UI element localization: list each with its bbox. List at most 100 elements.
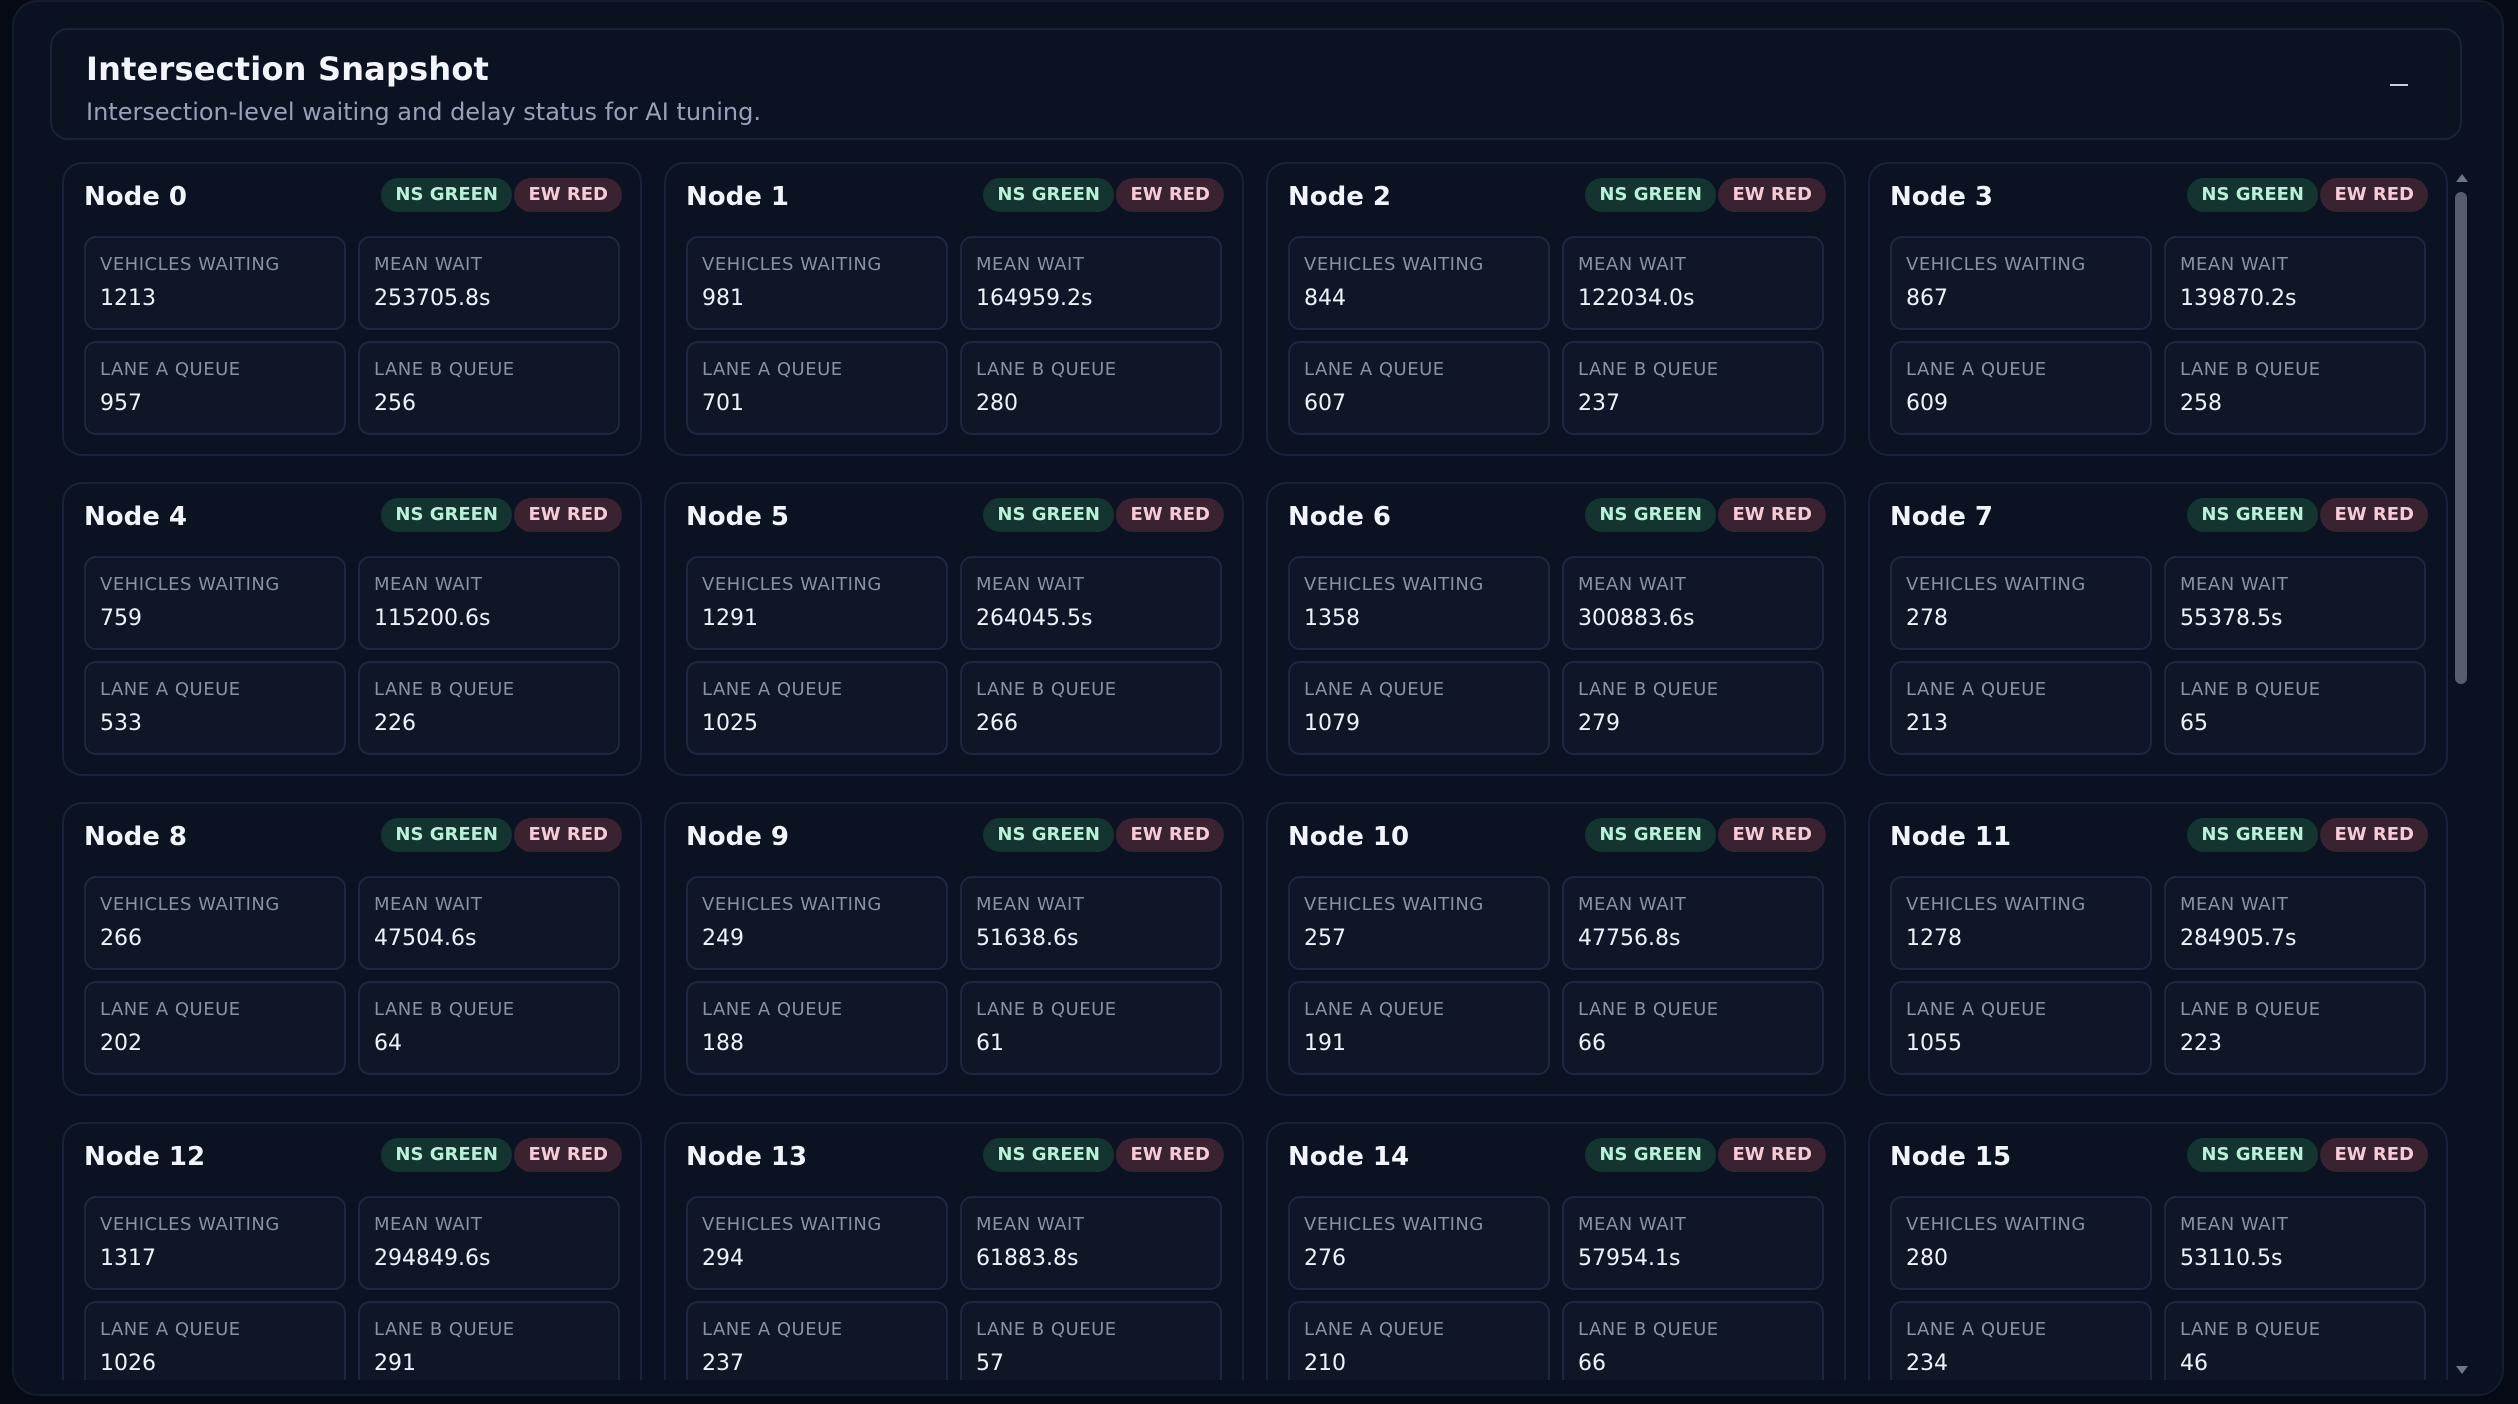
ns-status-badge: NS GREEN — [2187, 1138, 2318, 1172]
ns-status-badge: NS GREEN — [983, 178, 1114, 212]
node-title: Node 12 — [84, 1142, 206, 1172]
ew-status-badge: EW RED — [1718, 498, 1826, 532]
metric-label: VEHICLES WAITING — [1906, 894, 2086, 915]
metric-label: MEAN WAIT — [2180, 574, 2289, 595]
lane-a-queue-metric: LANE A QUEUE 1026 — [84, 1301, 346, 1380]
metric-value: 266 — [976, 711, 1018, 736]
collapse-button[interactable] — [2380, 64, 2420, 104]
vertical-scrollbar[interactable] — [2452, 170, 2472, 1378]
ns-status-badge: NS GREEN — [1585, 178, 1716, 212]
vehicles-waiting-metric: VEHICLES WAITING 294 — [686, 1196, 948, 1290]
scroll-thumb[interactable] — [2455, 192, 2467, 684]
node-title: Node 11 — [1890, 822, 2012, 852]
metric-value: 223 — [2180, 1031, 2222, 1056]
ew-status-badge: EW RED — [514, 178, 622, 212]
node-title: Node 0 — [84, 182, 188, 212]
metric-label: LANE A QUEUE — [1906, 1319, 2047, 1340]
metric-label: LANE A QUEUE — [702, 999, 843, 1020]
metric-value: 66 — [1578, 1031, 1606, 1056]
metric-label: LANE A QUEUE — [702, 1319, 843, 1340]
ew-status-badge: EW RED — [1718, 178, 1826, 212]
vehicles-waiting-metric: VEHICLES WAITING 759 — [84, 556, 346, 650]
mean-wait-metric: MEAN WAIT 284905.7s — [2164, 876, 2426, 970]
metric-value: 65 — [2180, 711, 2208, 736]
metric-value: 264045.5s — [976, 606, 1093, 631]
metric-label: LANE A QUEUE — [1304, 1319, 1445, 1340]
metric-label: MEAN WAIT — [2180, 1214, 2289, 1235]
scroll-up-arrow-icon[interactable] — [2456, 174, 2468, 182]
lane-a-queue-metric: LANE A QUEUE 234 — [1890, 1301, 2152, 1380]
scroll-down-arrow-icon[interactable] — [2456, 1366, 2468, 1374]
mean-wait-metric: MEAN WAIT 57954.1s — [1562, 1196, 1824, 1290]
metric-label: MEAN WAIT — [374, 254, 483, 275]
metric-label: LANE A QUEUE — [1906, 359, 2047, 380]
metric-label: VEHICLES WAITING — [1304, 254, 1484, 275]
ew-status-badge: EW RED — [2320, 818, 2428, 852]
metric-value: 701 — [702, 391, 744, 416]
metric-label: LANE B QUEUE — [1578, 679, 1719, 700]
metric-label: LANE A QUEUE — [702, 679, 843, 700]
mean-wait-metric: MEAN WAIT 53110.5s — [2164, 1196, 2426, 1290]
panel-title: Intersection Snapshot — [86, 50, 489, 88]
vehicles-waiting-metric: VEHICLES WAITING 1278 — [1890, 876, 2152, 970]
metric-label: LANE A QUEUE — [1304, 679, 1445, 700]
node-card: Node 14 NS GREEN EW RED VEHICLES WAITING 276… — [1266, 1122, 1846, 1380]
mean-wait-metric: MEAN WAIT 122034.0s — [1562, 236, 1824, 330]
metric-value: 279 — [1578, 711, 1620, 736]
ns-status-badge: NS GREEN — [1585, 498, 1716, 532]
metric-value: 759 — [100, 606, 142, 631]
metric-value: 61 — [976, 1031, 1004, 1056]
mean-wait-metric: MEAN WAIT 47504.6s — [358, 876, 620, 970]
mean-wait-metric: MEAN WAIT 47756.8s — [1562, 876, 1824, 970]
lane-b-queue-metric: LANE B QUEUE 66 — [1562, 1301, 1824, 1380]
metric-label: VEHICLES WAITING — [1304, 1214, 1484, 1235]
node-title: Node 6 — [1288, 502, 1392, 532]
metric-value: 249 — [702, 926, 744, 951]
metric-label: LANE B QUEUE — [976, 359, 1117, 380]
metric-label: LANE A QUEUE — [1304, 999, 1445, 1020]
metric-label: LANE B QUEUE — [2180, 1319, 2321, 1340]
vehicles-waiting-metric: VEHICLES WAITING 1213 — [84, 236, 346, 330]
ew-status-badge: EW RED — [2320, 498, 2428, 532]
ns-status-badge: NS GREEN — [1585, 818, 1716, 852]
ew-status-badge: EW RED — [514, 818, 622, 852]
lane-b-queue-metric: LANE B QUEUE 223 — [2164, 981, 2426, 1075]
metric-value: 226 — [374, 711, 416, 736]
metric-value: 234 — [1906, 1351, 1948, 1376]
metric-label: LANE B QUEUE — [976, 679, 1117, 700]
node-title: Node 15 — [1890, 1142, 2012, 1172]
metric-value: 284905.7s — [2180, 926, 2297, 951]
metric-value: 256 — [374, 391, 416, 416]
metric-label: LANE B QUEUE — [374, 1319, 515, 1340]
ns-status-badge: NS GREEN — [381, 178, 512, 212]
metric-value: 213 — [1906, 711, 1948, 736]
metric-label: VEHICLES WAITING — [702, 1214, 882, 1235]
metric-value: 61883.8s — [976, 1246, 1079, 1271]
metric-value: 51638.6s — [976, 926, 1079, 951]
lane-a-queue-metric: LANE A QUEUE 1055 — [1890, 981, 2152, 1075]
metric-label: VEHICLES WAITING — [100, 254, 280, 275]
metric-label: LANE B QUEUE — [2180, 359, 2321, 380]
metric-label: MEAN WAIT — [976, 894, 1085, 915]
lane-a-queue-metric: LANE A QUEUE 191 — [1288, 981, 1550, 1075]
node-title: Node 13 — [686, 1142, 808, 1172]
lane-b-queue-metric: LANE B QUEUE 279 — [1562, 661, 1824, 755]
metric-value: 1026 — [100, 1351, 156, 1376]
lane-b-queue-metric: LANE B QUEUE 226 — [358, 661, 620, 755]
lane-b-queue-metric: LANE B QUEUE 66 — [1562, 981, 1824, 1075]
metric-value: 957 — [100, 391, 142, 416]
metric-label: MEAN WAIT — [374, 894, 483, 915]
metric-value: 191 — [1304, 1031, 1346, 1056]
lane-b-queue-metric: LANE B QUEUE 65 — [2164, 661, 2426, 755]
metric-value: 237 — [1578, 391, 1620, 416]
vehicles-waiting-metric: VEHICLES WAITING 249 — [686, 876, 948, 970]
lane-a-queue-metric: LANE A QUEUE 213 — [1890, 661, 2152, 755]
ns-status-badge: NS GREEN — [983, 818, 1114, 852]
node-card: Node 6 NS GREEN EW RED VEHICLES WAITING 1358… — [1266, 482, 1846, 776]
metric-label: VEHICLES WAITING — [1906, 1214, 2086, 1235]
node-card: Node 8 NS GREEN EW RED VEHICLES WAITING 266 M… — [62, 802, 642, 1096]
lane-b-queue-metric: LANE B QUEUE 64 — [358, 981, 620, 1075]
metric-label: LANE A QUEUE — [100, 999, 241, 1020]
node-grid-viewport[interactable]: Node 0 NS GREEN EW RED VEHICLES WAITING 1213… — [50, 162, 2452, 1380]
metric-value: 55378.5s — [2180, 606, 2283, 631]
